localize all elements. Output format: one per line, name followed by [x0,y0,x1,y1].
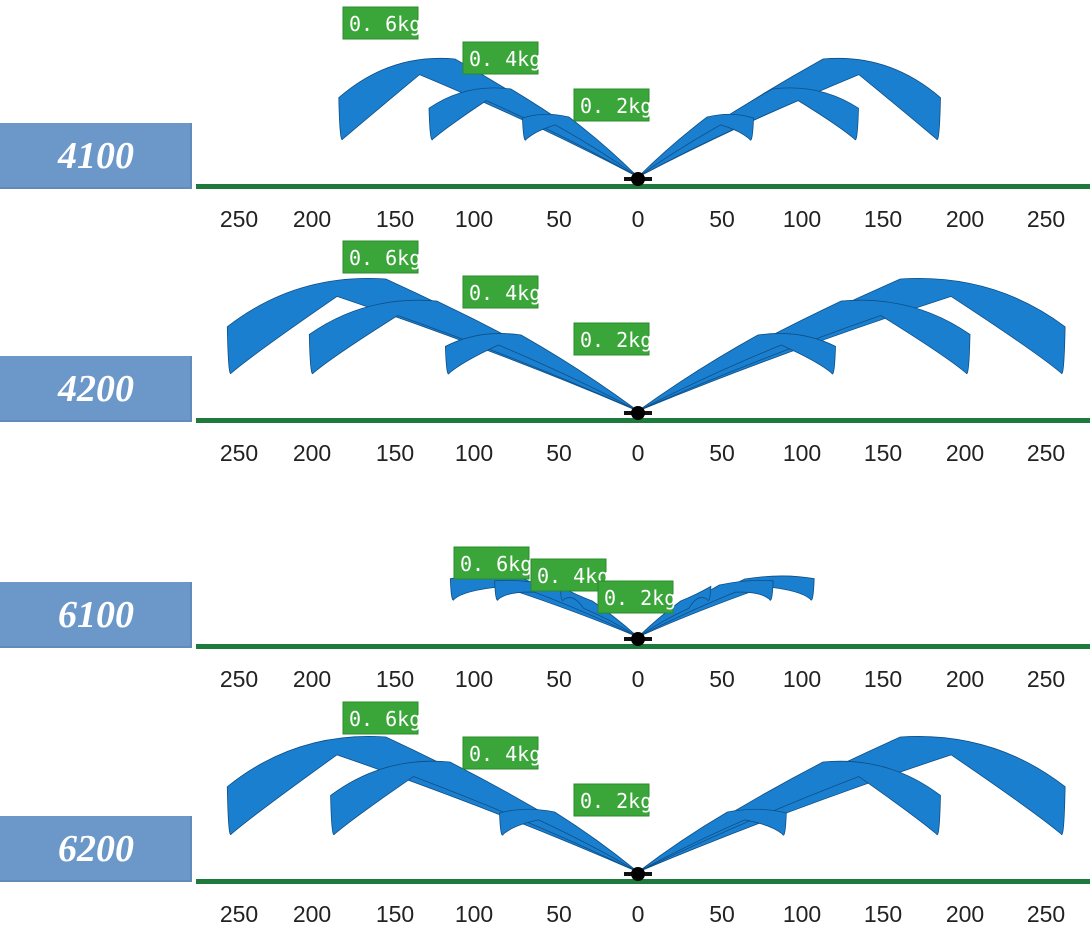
weight-tag-2: 0. 2kg [573,783,652,817]
axis-tick-label: 0 [632,440,645,466]
weight-tag-label: 0. 4kg [469,742,541,766]
weight-tag-label: 0. 4kg [469,47,541,71]
axis-tick-label: 200 [946,206,984,232]
spray-arc-left-2 [499,808,639,873]
ground-line [196,644,1090,649]
spray-arc-left-1 [330,760,639,873]
axis-tick-label: 100 [455,901,493,927]
axis-tick-label: 150 [864,901,902,927]
axis-tick-label: 50 [546,666,572,692]
weight-tag-0: 0. 6kg [342,240,421,274]
weight-tag-label: 0. 6kg [349,707,421,731]
axis-tick-label: 200 [293,206,331,232]
axis-tick-label: 0 [632,901,645,927]
weight-tag-label: 0. 6kg [460,552,532,576]
spray-arc-right-2 [637,585,712,638]
axis-tick-label: 200 [946,901,984,927]
axis-tick-label: 0 [632,666,645,692]
axis-tick-label: 250 [220,440,258,466]
axis-tick-label: 200 [293,666,331,692]
axis-tick-label: 50 [709,206,735,232]
spray-arc-right-2 [637,808,787,873]
ground-line [196,184,1090,189]
axis-tick-label: 150 [376,666,414,692]
weight-tag-1: 0. 4kg [462,41,541,75]
nozzle-icon [631,867,645,881]
axis-tick-label: 100 [783,901,821,927]
axis-tick-label: 150 [864,666,902,692]
weight-tag-label: 0. 2kg [604,586,676,610]
axis-tick-label: 100 [455,440,493,466]
axis-tick-label: 100 [783,440,821,466]
axis-tick-label: 100 [455,206,493,232]
spray-arc-left-2 [522,113,639,178]
axis-tick-label: 50 [546,206,572,232]
spray-arc-right-1 [637,760,941,873]
ground-line [196,879,1090,884]
model-label-6200: 6200 [0,816,192,882]
axis-tick-label: 150 [376,901,414,927]
axis-tick-label: 150 [864,440,902,466]
axis-tick-label: 150 [376,440,414,466]
spray-arc-right-2 [637,113,754,178]
axis-tick-label: 250 [1027,901,1065,927]
weight-tag-1: 0. 4kg [530,558,609,592]
axis-tick-label: 50 [546,440,572,466]
axis-tick-label: 150 [376,206,414,232]
axis-tick-label: 200 [946,666,984,692]
axis-tick-label: 250 [220,206,258,232]
axis-tick-label: 250 [1027,206,1065,232]
axis-tick-label: 250 [220,901,258,927]
axis-tick-label: 200 [946,440,984,466]
model-label-4200: 4200 [0,356,192,422]
spray-arc-left-2 [444,333,639,412]
spray-arc-right-0 [637,736,1066,873]
axis-tick-label: 50 [709,666,735,692]
spray-arc-right-2 [637,333,836,412]
axis-tick-label: 50 [709,440,735,466]
axis-tick-label: 200 [293,901,331,927]
axis-tick-label: 100 [783,666,821,692]
weight-tag-0: 0. 6kg [453,546,532,580]
axis-tick-label: 200 [293,440,331,466]
ground-line [196,418,1090,423]
weight-tag-label: 0. 2kg [580,789,652,813]
model-label-6100: 6100 [0,582,192,648]
axis-tick-label: 100 [783,206,821,232]
weight-tag-label: 0. 4kg [537,564,609,588]
nozzle-icon [631,406,645,420]
axis-tick-label: 50 [546,901,572,927]
weight-tag-2: 0. 2kg [597,580,676,614]
weight-tag-label: 0. 6kg [349,246,421,270]
weight-tag-2: 0. 2kg [573,88,652,122]
weight-tag-label: 0. 2kg [580,328,652,352]
weight-tag-label: 0. 4kg [469,281,541,305]
nozzle-icon [631,632,645,646]
axis-tick-label: 0 [632,206,645,232]
weight-tag-1: 0. 4kg [462,736,541,770]
weight-tag-0: 0. 6kg [342,6,421,40]
model-label-4100: 4100 [0,123,192,189]
weight-tag-label: 0. 2kg [580,94,652,118]
nozzle-icon [631,172,645,186]
axis-tick-label: 250 [1027,440,1065,466]
axis-tick-label: 250 [220,666,258,692]
axis-tick-label: 250 [1027,666,1065,692]
weight-tag-1: 0. 4kg [462,275,541,309]
axis-tick-label: 50 [709,901,735,927]
weight-tag-label: 0. 6kg [349,12,421,36]
weight-tag-2: 0. 2kg [573,322,652,356]
axis-tick-label: 100 [455,666,493,692]
weight-tag-0: 0. 6kg [342,701,421,735]
axis-tick-label: 150 [864,206,902,232]
